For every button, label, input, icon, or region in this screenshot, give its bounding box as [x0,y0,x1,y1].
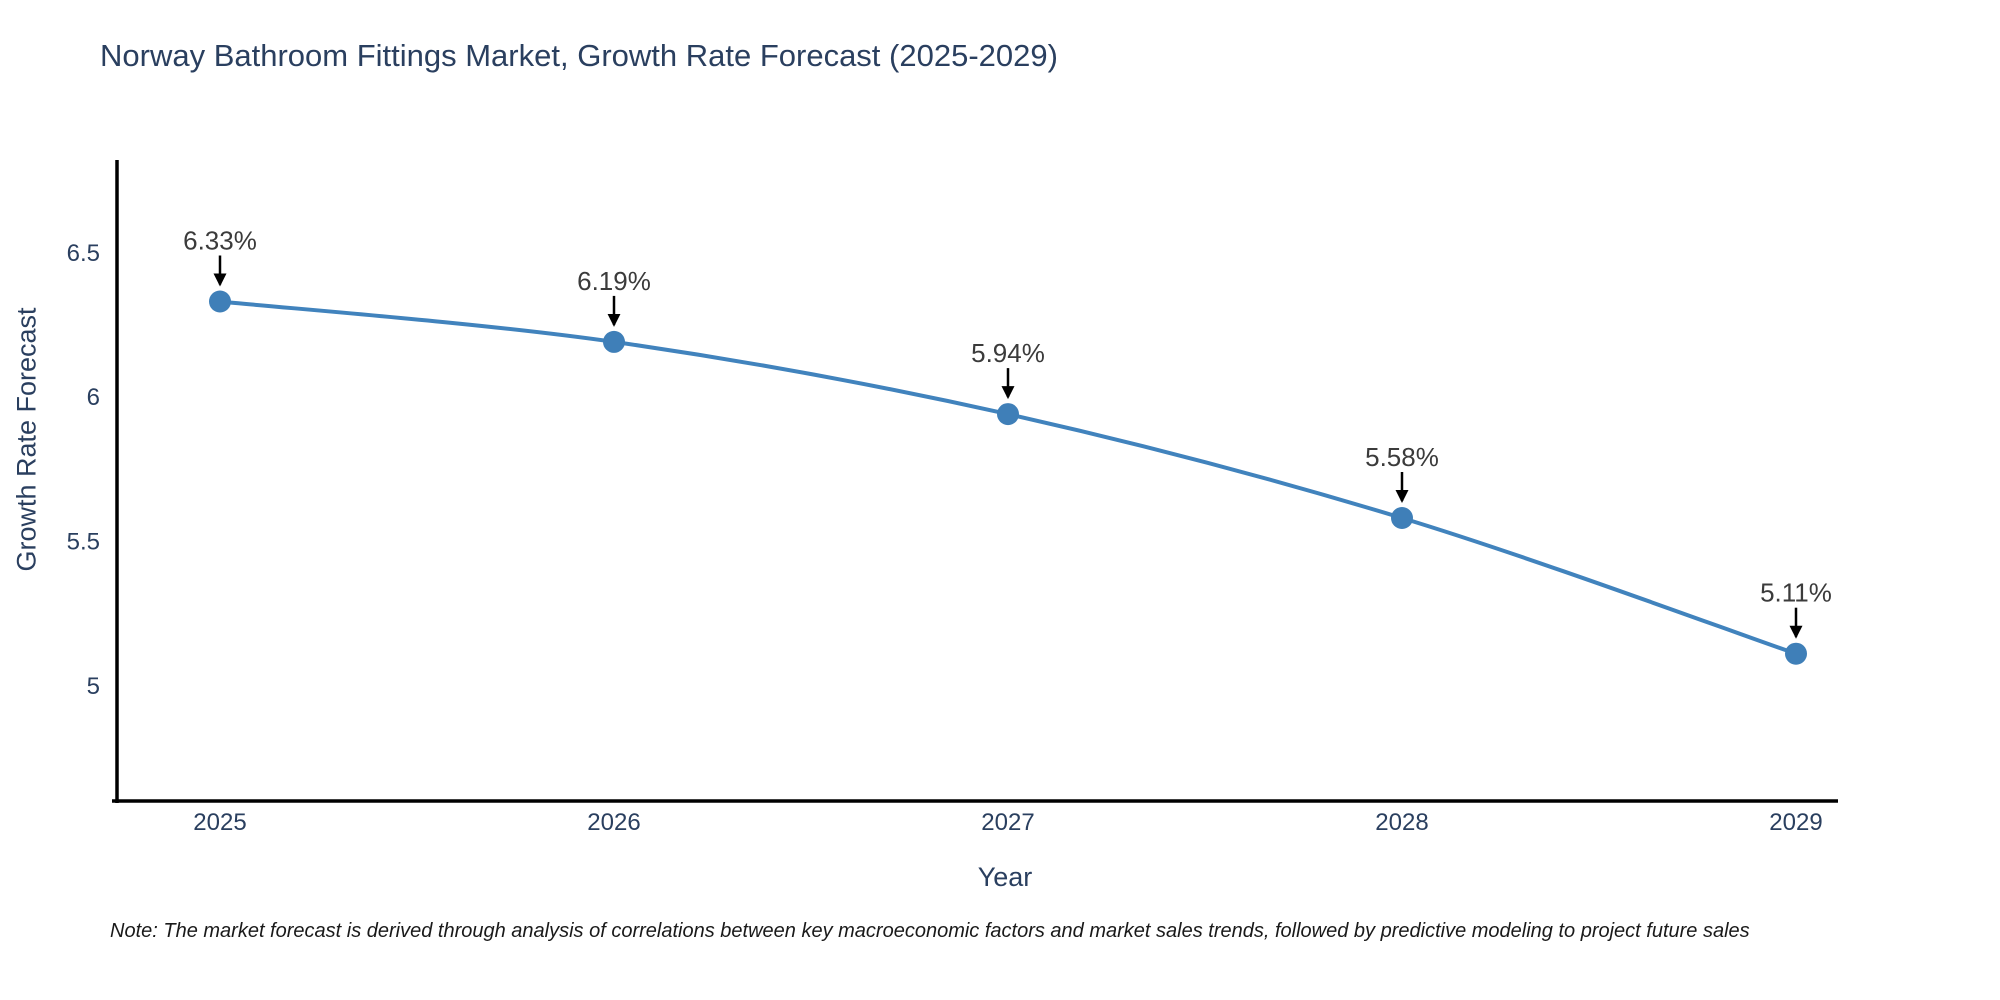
data-point-marker [603,330,625,353]
x-tick-label: 2026 [587,809,640,836]
data-point-label: 6.33% [183,226,257,256]
x-tick-label: 2027 [981,809,1034,836]
data-point-marker [1785,642,1807,665]
y-tick-label: 6.5 [67,240,100,267]
y-axis-label: Growth Rate Forecast [11,307,42,572]
data-point-label: 5.94% [971,338,1045,368]
data-point-label: 6.19% [577,266,651,296]
chart-title: Norway Bathroom Fittings Market, Growth … [100,38,1058,73]
y-tick-label: 5 [87,673,100,700]
data-point-marker [997,403,1019,426]
footnote: Note: The market forecast is derived thr… [110,920,1750,942]
data-point-marker [1391,507,1413,529]
y-tick-label: 5.5 [67,529,100,556]
y-tick-label: 6 [87,384,100,411]
data-point-label: 5.58% [1365,442,1439,472]
x-axis-label: Year [977,862,1033,892]
x-tick-label: 2029 [1769,809,1822,836]
x-tick-label: 2028 [1375,809,1428,836]
x-tick-label: 2025 [193,809,246,836]
data-point-label: 5.11% [1760,578,1832,608]
data-point-marker [209,290,231,313]
